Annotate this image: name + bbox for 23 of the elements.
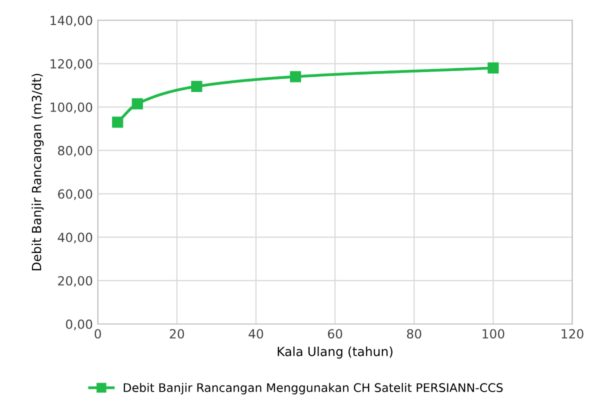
x-axis-title: Kala Ulang (tahun) (278, 346, 392, 359)
x-tick-label: 80 (407, 329, 422, 339)
point (112, 116, 124, 128)
y-tick-label: 100,00 (50, 102, 92, 114)
y-tick-label: 120,00 (50, 59, 92, 70)
x-tick-label: 60 (328, 329, 342, 339)
y-tick-label: 140,00 (50, 16, 92, 26)
x-tick-label: 40 (248, 329, 264, 339)
x-tick-label: 0 (94, 329, 101, 339)
x-tick-label: 100 (482, 329, 504, 339)
y-tick-label: 0,00 (66, 319, 92, 330)
point (488, 62, 499, 74)
x-tick-label: 20 (170, 329, 184, 339)
point (290, 71, 302, 82)
point (191, 80, 202, 92)
y-tick-label: 60,00 (58, 189, 92, 200)
y-tick-label: 80,00 (58, 146, 92, 157)
y-tick-label: 20,00 (58, 276, 92, 287)
legend-label: Debit Banjir Rancangan Menggunakan CH Satelit PERSIANN-CCS (124, 382, 503, 394)
y-tick-label: 40,00 (58, 232, 92, 244)
point (132, 98, 143, 110)
y-axis-title: Debit Banjir Rancangan (m3/dt) (32, 74, 44, 270)
x-tick-label: 120 (562, 329, 584, 339)
